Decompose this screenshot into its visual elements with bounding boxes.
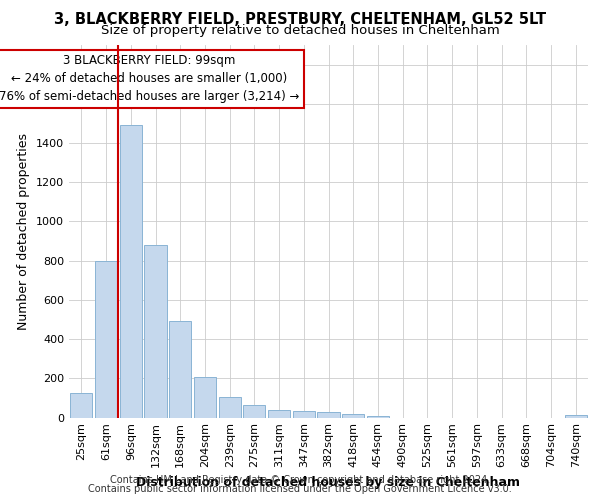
Y-axis label: Number of detached properties: Number of detached properties	[17, 132, 31, 330]
Bar	[95, 260, 117, 418]
Bar	[317, 412, 340, 418]
Text: Contains HM Land Registry data © Crown copyright and database right 2024.: Contains HM Land Registry data © Crown c…	[110, 475, 490, 485]
Text: Contains public sector information licensed under the Open Government Licence v3: Contains public sector information licen…	[88, 484, 512, 494]
Text: Size of property relative to detached houses in Cheltenham: Size of property relative to detached ho…	[101, 24, 499, 37]
Bar	[243, 405, 265, 417]
Bar	[565, 414, 587, 418]
Bar	[194, 378, 216, 418]
Bar	[169, 322, 191, 418]
Bar	[367, 416, 389, 418]
Bar	[293, 410, 315, 418]
Bar	[119, 126, 142, 418]
Bar	[342, 414, 364, 418]
Bar	[268, 410, 290, 418]
Text: 3, BLACKBERRY FIELD, PRESTBURY, CHELTENHAM, GL52 5LT: 3, BLACKBERRY FIELD, PRESTBURY, CHELTENH…	[54, 12, 546, 28]
Bar	[70, 393, 92, 417]
Bar	[218, 397, 241, 417]
Bar	[145, 245, 167, 418]
X-axis label: Distribution of detached houses by size in Cheltenham: Distribution of detached houses by size …	[137, 476, 521, 488]
Text: 3 BLACKBERRY FIELD: 99sqm
← 24% of detached houses are smaller (1,000)
76% of se: 3 BLACKBERRY FIELD: 99sqm ← 24% of detac…	[0, 54, 299, 104]
